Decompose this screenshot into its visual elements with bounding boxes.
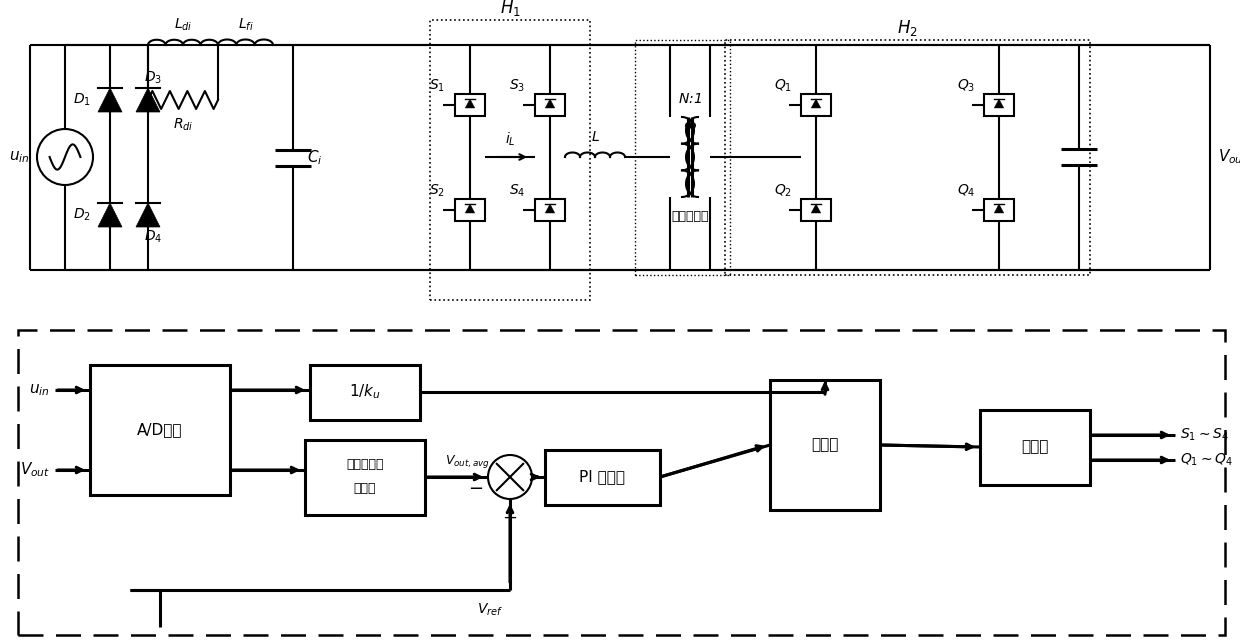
Text: $Q_3$: $Q_3$: [957, 78, 975, 95]
Polygon shape: [136, 203, 160, 227]
Text: $S_1{\sim}S_4$: $S_1{\sim}S_4$: [1180, 427, 1229, 443]
Text: 乘法器: 乘法器: [811, 437, 838, 453]
Text: $V_{ref}$: $V_{ref}$: [477, 602, 503, 618]
Polygon shape: [811, 99, 821, 108]
Text: $L$: $L$: [590, 130, 599, 144]
Polygon shape: [994, 204, 1004, 213]
Text: $1/k_u$: $1/k_u$: [348, 383, 381, 401]
Bar: [19, 330, 1225, 635]
Text: $D_4$: $D_4$: [144, 229, 162, 245]
Text: $S_1$: $S_1$: [429, 78, 445, 95]
Text: $D_2$: $D_2$: [73, 207, 91, 223]
Text: $Q_4$: $Q_4$: [957, 183, 975, 199]
Bar: [985, 94, 1014, 116]
Text: $S_3$: $S_3$: [508, 78, 525, 95]
Bar: [91, 365, 229, 495]
Text: $D_3$: $D_3$: [144, 70, 162, 86]
Bar: [985, 199, 1014, 221]
Bar: [801, 94, 831, 116]
Text: $S_2$: $S_2$: [429, 183, 445, 199]
Text: $N$:1: $N$:1: [678, 92, 702, 106]
Bar: [455, 199, 485, 221]
Polygon shape: [546, 204, 554, 213]
Text: $L_{di}$: $L_{di}$: [174, 17, 192, 33]
Bar: [310, 365, 420, 420]
Polygon shape: [136, 88, 160, 112]
Text: $H_2$: $H_2$: [897, 18, 918, 38]
Text: 三倍频脉动: 三倍频脉动: [346, 458, 383, 471]
Text: 高频变压器: 高频变压器: [671, 210, 709, 224]
Bar: [801, 199, 831, 221]
Polygon shape: [994, 99, 1004, 108]
Text: $Q_2$: $Q_2$: [774, 183, 792, 199]
Bar: [534, 94, 565, 116]
Text: $i_L$: $i_L$: [505, 131, 516, 148]
Text: $D_1$: $D_1$: [73, 92, 91, 108]
Text: $L_{fi}$: $L_{fi}$: [238, 17, 253, 33]
Text: $R_{di}$: $R_{di}$: [172, 117, 193, 133]
Text: $Q_1{\sim}Q_4$: $Q_1{\sim}Q_4$: [1180, 452, 1233, 468]
Polygon shape: [811, 204, 821, 213]
Text: $-$: $-$: [467, 478, 484, 496]
Bar: [430, 20, 590, 300]
Text: $V_{out}$: $V_{out}$: [20, 460, 50, 479]
Polygon shape: [546, 99, 554, 108]
Bar: [770, 380, 880, 510]
Bar: [305, 440, 425, 515]
Text: 调制器: 调制器: [1022, 440, 1049, 455]
Text: A/D采样: A/D采样: [138, 422, 182, 437]
Bar: [534, 199, 565, 221]
Text: $u_{in}$: $u_{in}$: [30, 382, 50, 398]
Bar: [546, 450, 660, 505]
Polygon shape: [98, 88, 122, 112]
Bar: [635, 40, 730, 275]
Text: $H_1$: $H_1$: [500, 0, 521, 18]
Polygon shape: [98, 203, 122, 227]
Text: $V_{out}$: $V_{out}$: [1218, 148, 1240, 167]
Bar: [725, 40, 1090, 275]
Polygon shape: [465, 204, 475, 213]
Bar: [980, 410, 1090, 485]
Polygon shape: [465, 99, 475, 108]
Text: PI 控制器: PI 控制器: [579, 469, 625, 484]
Text: $+$: $+$: [502, 509, 517, 527]
Text: $S_4$: $S_4$: [508, 183, 526, 199]
Text: 滤波器: 滤波器: [353, 482, 376, 496]
Text: $u_{in}$: $u_{in}$: [10, 149, 30, 165]
Text: $V_{out,avg}$: $V_{out,avg}$: [445, 453, 490, 471]
Bar: [455, 94, 485, 116]
Text: $Q_1$: $Q_1$: [774, 78, 792, 95]
Text: $C_i$: $C_i$: [308, 148, 322, 167]
